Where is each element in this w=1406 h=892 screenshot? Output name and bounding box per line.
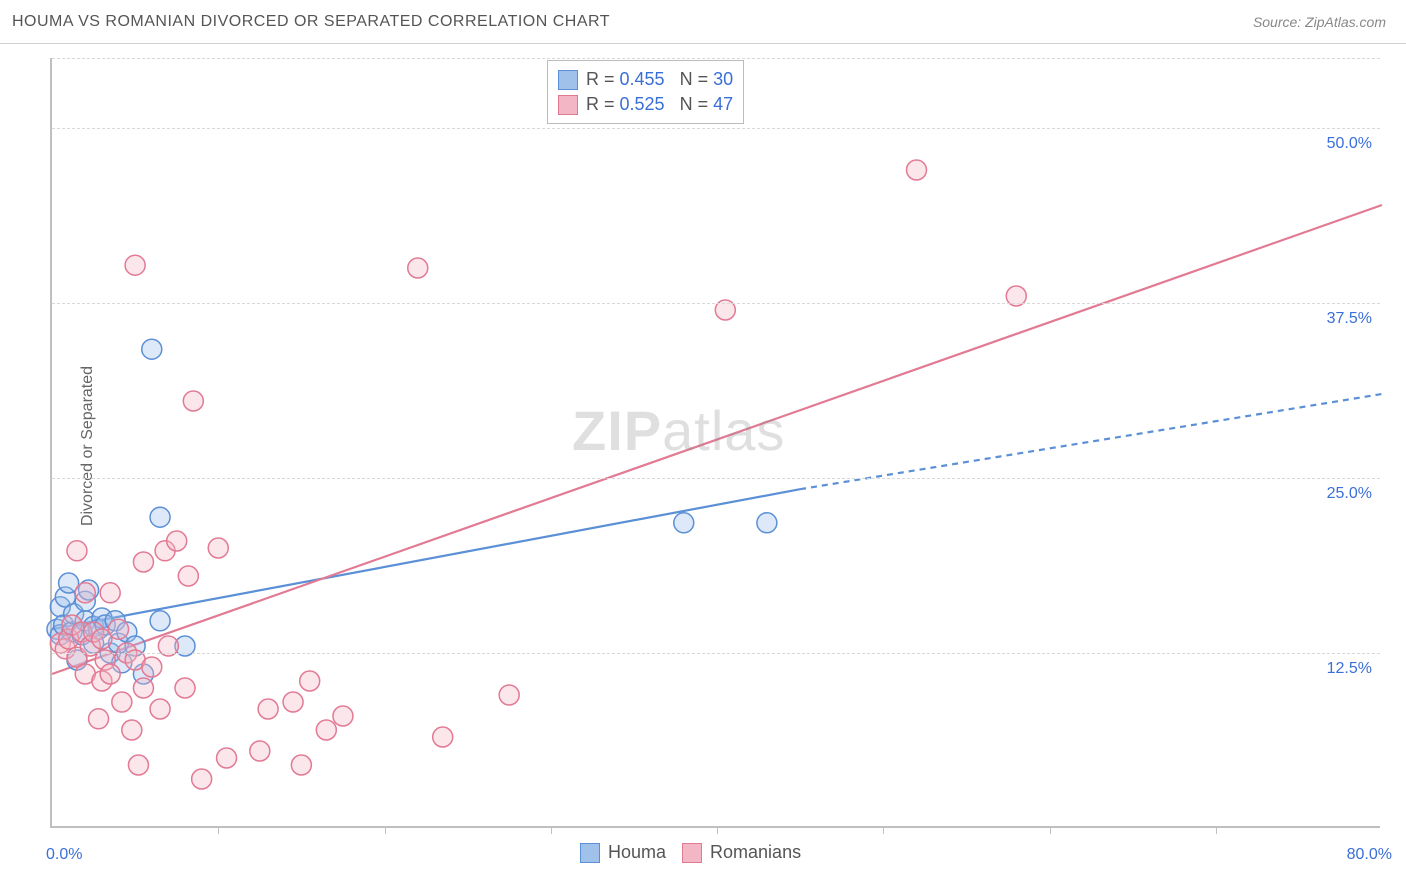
data-point (167, 531, 187, 551)
source-prefix: Source: (1253, 14, 1305, 30)
data-point (100, 664, 120, 684)
source-name: ZipAtlas.com (1305, 14, 1386, 30)
data-point (333, 706, 353, 726)
y-tick-label: 12.5% (1327, 660, 1372, 678)
legend-row: R = 0.525 N = 47 (558, 92, 733, 117)
data-point (250, 741, 270, 761)
chart-header: HOUMA VS ROMANIAN DIVORCED OR SEPARATED … (0, 0, 1406, 44)
data-point (142, 339, 162, 359)
data-point (128, 755, 148, 775)
y-tick-label: 25.0% (1327, 485, 1372, 503)
data-point (757, 513, 777, 533)
legend-swatch (682, 843, 702, 863)
chart-svg (52, 58, 1380, 826)
data-point (175, 678, 195, 698)
legend-swatch (558, 70, 578, 90)
data-point (316, 720, 336, 740)
data-point (133, 552, 153, 572)
gridline (52, 303, 1380, 304)
data-point (67, 541, 87, 561)
x-tick (717, 826, 718, 834)
chart-title: HOUMA VS ROMANIAN DIVORCED OR SEPARATED … (12, 13, 610, 31)
legend-row: R = 0.455 N = 30 (558, 67, 733, 92)
x-axis-max-label: 80.0% (1347, 846, 1392, 864)
x-axis-min-label: 0.0% (46, 846, 82, 864)
y-tick-label: 37.5% (1327, 310, 1372, 328)
data-point (217, 748, 237, 768)
trend-line (52, 205, 1382, 674)
gridline (52, 653, 1380, 654)
data-point (258, 699, 278, 719)
scatter-plot: ZIPatlas R = 0.455 N = 30R = 0.525 N = 4… (50, 58, 1380, 828)
data-point (112, 692, 132, 712)
x-tick (385, 826, 386, 834)
data-point (183, 391, 203, 411)
series-legend-item: Houma (580, 842, 666, 863)
data-point (283, 692, 303, 712)
data-point (499, 685, 519, 705)
data-point (300, 671, 320, 691)
legend-correlation: R = 0.455 N = 30 R = 0.525 N = 47 (547, 60, 744, 124)
data-point (133, 678, 153, 698)
x-tick (1216, 826, 1217, 834)
legend-stats: R = 0.455 N = 30 (586, 69, 733, 90)
data-point (122, 720, 142, 740)
data-point (192, 769, 212, 789)
data-point (408, 258, 428, 278)
data-point (150, 611, 170, 631)
x-tick (218, 826, 219, 834)
data-point (433, 727, 453, 747)
x-tick (883, 826, 884, 834)
legend-swatch (580, 843, 600, 863)
data-point (907, 160, 927, 180)
data-point (291, 755, 311, 775)
data-point (100, 583, 120, 603)
data-point (125, 255, 145, 275)
legend-stats: R = 0.525 N = 47 (586, 94, 733, 115)
series-label: Houma (608, 842, 666, 863)
data-point (89, 709, 109, 729)
chart-source: Source: ZipAtlas.com (1253, 14, 1386, 30)
legend-swatch (558, 95, 578, 115)
trend-line-dashed (800, 394, 1382, 489)
data-point (178, 566, 198, 586)
data-point (109, 619, 129, 639)
series-label: Romanians (710, 842, 801, 863)
series-legend-item: Romanians (682, 842, 801, 863)
gridline (52, 58, 1380, 59)
data-point (208, 538, 228, 558)
x-tick (1050, 826, 1051, 834)
data-point (674, 513, 694, 533)
x-tick (551, 826, 552, 834)
data-point (75, 583, 95, 603)
y-tick-label: 50.0% (1327, 135, 1372, 153)
gridline (52, 478, 1380, 479)
data-point (150, 699, 170, 719)
data-point (150, 507, 170, 527)
gridline (52, 128, 1380, 129)
data-point (142, 657, 162, 677)
legend-series: Houma Romanians (580, 842, 801, 863)
